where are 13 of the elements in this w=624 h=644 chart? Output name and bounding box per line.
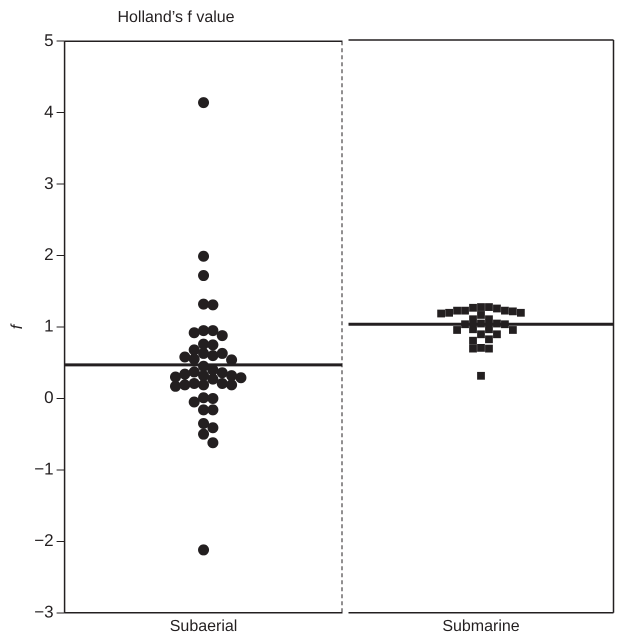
x-tick-label: Subaerial xyxy=(170,618,238,635)
y-tick-label: −3 xyxy=(34,602,54,622)
y-tick-label: −1 xyxy=(34,460,54,479)
y-axis-title: f xyxy=(9,323,26,330)
x-tick-label: Submarine xyxy=(442,618,520,635)
chart-title: Holland’s f value xyxy=(117,9,235,26)
y-tick-label: 1 xyxy=(44,316,54,336)
y-tick-label: 5 xyxy=(44,30,54,50)
y-tick-label: 4 xyxy=(44,102,54,122)
y-tick-label: −2 xyxy=(34,531,54,550)
y-tick-label: 3 xyxy=(44,174,54,193)
y-tick-label: 2 xyxy=(44,245,54,264)
y-tick-label: 0 xyxy=(44,388,54,408)
